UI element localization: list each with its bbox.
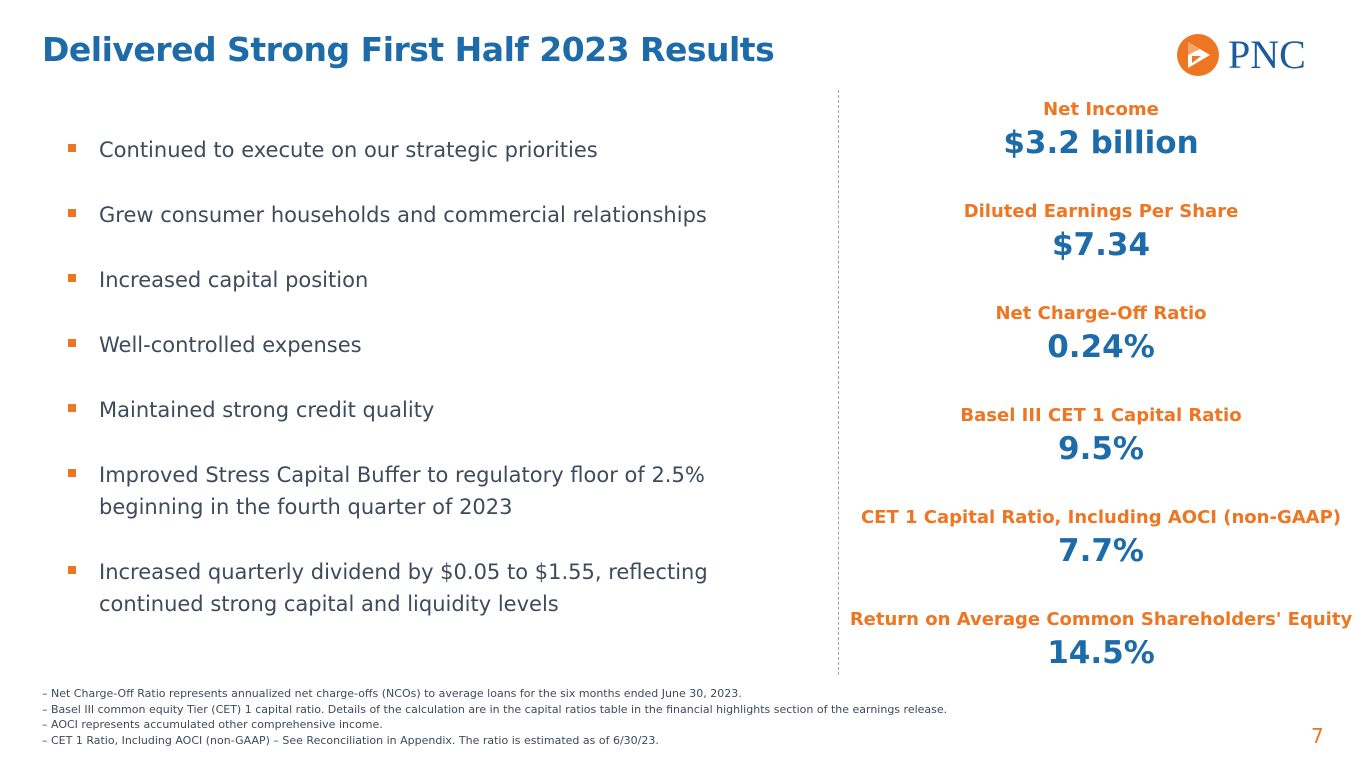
bullet-square-icon bbox=[68, 566, 76, 574]
metric-value: $7.34 bbox=[1051, 227, 1151, 263]
metric-label: CET 1 Capital Ratio, Including AOCI (non… bbox=[860, 507, 1342, 528]
bullet-item: Increased capital position bbox=[66, 264, 766, 296]
footnote: – Basel III common equity Tier (CET) 1 c… bbox=[42, 702, 948, 716]
pnc-triangle-logo-icon bbox=[1177, 34, 1219, 76]
bullet-item: Maintained strong credit quality bbox=[66, 394, 766, 426]
bullet-square-icon bbox=[68, 209, 76, 217]
page-title: Delivered Strong First Half 2023 Results bbox=[42, 30, 775, 69]
bullet-text: Improved Stress Capital Buffer to regula… bbox=[99, 463, 705, 519]
metric-value: 9.5% bbox=[1058, 431, 1144, 467]
bullet-text: Continued to execute on our strategic pr… bbox=[99, 138, 598, 162]
logo-wordmark: PNC bbox=[1228, 32, 1306, 77]
bullet-item: Continued to execute on our strategic pr… bbox=[66, 134, 766, 166]
metric-label: Basel III CET 1 Capital Ratio bbox=[960, 405, 1242, 426]
bullet-text: Well-controlled expenses bbox=[99, 333, 362, 357]
footnote: – AOCI represents accumulated other comp… bbox=[42, 718, 383, 731]
metric-diluted-eps: Diluted Earnings Per Share $7.34 bbox=[845, 199, 1357, 301]
bullet-text: Grew consumer households and commercial … bbox=[99, 203, 707, 227]
bullet-square-icon bbox=[68, 339, 76, 347]
metric-cet1-aoci: CET 1 Capital Ratio, Including AOCI (non… bbox=[845, 505, 1357, 607]
vertical-divider bbox=[838, 90, 839, 675]
bullet-square-icon bbox=[68, 274, 76, 282]
metric-label: Return on Average Common Shareholders' E… bbox=[849, 609, 1353, 630]
bullet-text: Increased capital position bbox=[99, 268, 369, 292]
bullet-item: Well-controlled expenses bbox=[66, 329, 766, 361]
metric-label: Diluted Earnings Per Share bbox=[963, 201, 1239, 222]
metric-value: 14.5% bbox=[1047, 635, 1155, 671]
footnote: – CET 1 Ratio, Including AOCI (non-GAAP)… bbox=[42, 733, 659, 747]
metric-value: 0.24% bbox=[1047, 329, 1155, 365]
bullet-item: Increased quarterly dividend by $0.05 to… bbox=[66, 556, 766, 620]
metric-label: Net Income bbox=[1043, 99, 1159, 120]
metric-net-income: Net Income $3.2 billion bbox=[845, 97, 1357, 199]
bullet-square-icon bbox=[68, 404, 76, 412]
bullet-text: Increased quarterly dividend by $0.05 to… bbox=[99, 560, 708, 616]
metric-value: $3.2 billion bbox=[1003, 125, 1199, 161]
metric-net-charge-off-ratio: Net Charge-Off Ratio 0.24% bbox=[845, 301, 1357, 403]
bullet-list: Continued to execute on our strategic pr… bbox=[66, 134, 766, 653]
pnc-logo: PNC bbox=[1176, 32, 1336, 78]
metric-basel-cet1: Basel III CET 1 Capital Ratio 9.5% bbox=[845, 403, 1357, 505]
page-number: 7 bbox=[1311, 724, 1324, 748]
metrics-panel: Net Income $3.2 billion Diluted Earnings… bbox=[845, 97, 1357, 709]
metric-value: 7.7% bbox=[1058, 533, 1144, 569]
bullet-text: Maintained strong credit quality bbox=[99, 398, 435, 422]
bullet-item: Improved Stress Capital Buffer to regula… bbox=[66, 459, 766, 523]
bullet-square-icon bbox=[68, 144, 76, 152]
bullet-item: Grew consumer households and commercial … bbox=[66, 199, 766, 231]
footnote: – Net Charge-Off Ratio represents annual… bbox=[42, 687, 742, 700]
metric-label: Net Charge-Off Ratio bbox=[995, 303, 1207, 324]
bullet-square-icon bbox=[68, 469, 76, 477]
metric-return-on-equity: Return on Average Common Shareholders' E… bbox=[845, 607, 1357, 709]
footnotes: – Net Charge-Off Ratio represents annual… bbox=[42, 686, 947, 748]
